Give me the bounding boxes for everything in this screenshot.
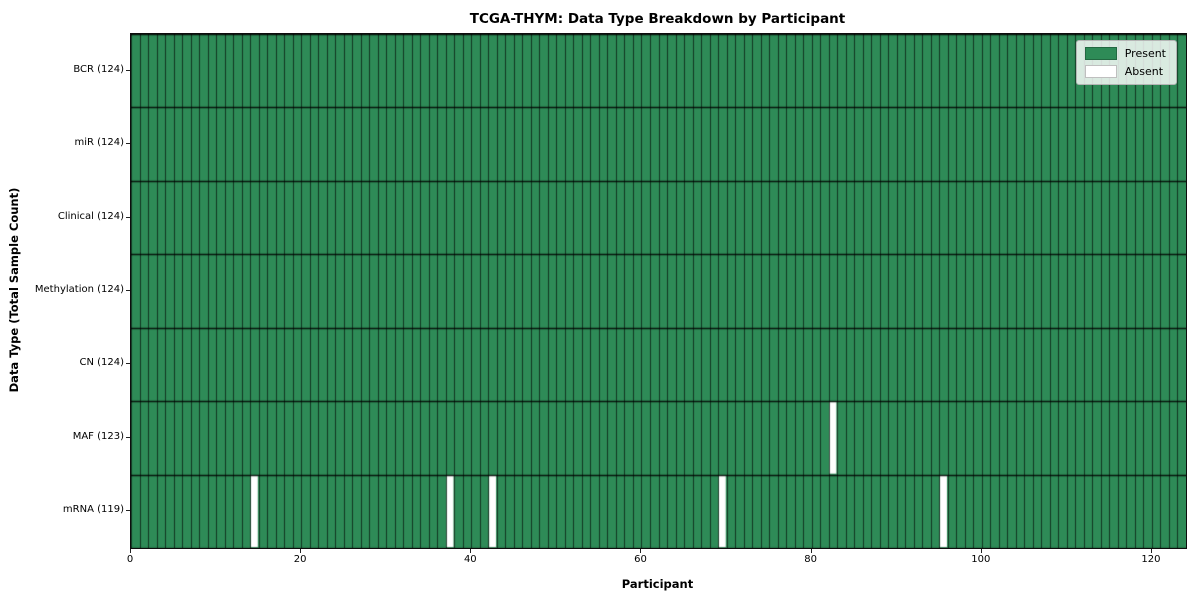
y-tick-label: Clinical (124) <box>57 210 124 222</box>
x-tick-label: 120 <box>1141 554 1161 565</box>
y-tick-mark <box>126 363 130 365</box>
y-tick-mark <box>126 143 130 145</box>
x-axis-label: Participant <box>621 577 694 591</box>
x-tick-label: 0 <box>126 554 134 565</box>
x-tick-mark <box>640 548 642 553</box>
legend-label-present: Present <box>1124 47 1166 60</box>
x-tick-label: 100 <box>971 554 991 565</box>
x-tick-mark <box>300 548 302 553</box>
y-tick-mark <box>126 436 130 438</box>
y-tick-label: BCR (124) <box>73 63 124 75</box>
y-tick-label: mRNA (119) <box>62 504 124 516</box>
y-tick-label: CN (124) <box>79 357 124 369</box>
y-tick-label: miR (124) <box>74 137 124 149</box>
x-tick-label: 40 <box>463 554 477 565</box>
x-tick-label: 80 <box>804 554 818 565</box>
x-tick-label: 20 <box>293 554 307 565</box>
x-tick-mark <box>1150 548 1152 553</box>
y-tick-mark <box>126 69 130 71</box>
legend-label-absent: Absent <box>1124 65 1164 78</box>
legend-swatch-absent-icon <box>1084 65 1117 78</box>
y-tick-mark <box>126 510 130 512</box>
legend-item-present: Present <box>1084 47 1166 60</box>
y-tick-label: MAF (123) <box>72 430 124 442</box>
y-tick-mark <box>126 216 130 218</box>
x-tick-mark <box>470 548 472 553</box>
plot-area: Present Absent <box>130 33 1187 549</box>
chart-title: TCGA-THYM: Data Type Breakdown by Partic… <box>469 11 846 27</box>
x-tick-mark <box>130 548 131 553</box>
x-tick-label: 60 <box>634 554 647 565</box>
x-tick-mark <box>810 548 812 553</box>
heatmap-canvas <box>131 34 1186 548</box>
y-tick-mark <box>126 290 130 291</box>
legend-item-absent: Absent <box>1084 65 1166 78</box>
y-tick-label: Methylation (124) <box>34 284 124 295</box>
legend-swatch-present-icon <box>1084 47 1117 60</box>
legend: Present Absent <box>1075 40 1177 85</box>
x-tick-mark <box>980 548 982 553</box>
